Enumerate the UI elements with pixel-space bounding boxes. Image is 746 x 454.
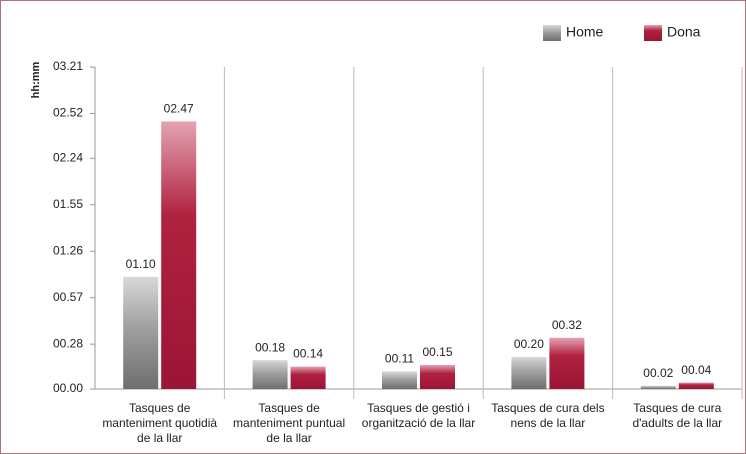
x-tick-label: Tasques de [258, 401, 320, 415]
y-tick-label: 03.21 [53, 59, 83, 73]
x-tick-label: d'adults de la llar [632, 416, 722, 430]
bar [549, 337, 585, 389]
x-tick-label: de la llar [137, 431, 182, 445]
y-tick-label: 02.24 [53, 150, 83, 164]
legend-label: Home [566, 24, 604, 40]
bar [382, 371, 417, 389]
legend-swatch [644, 25, 662, 41]
bar [640, 385, 676, 389]
x-tick-label: manteniment quotidià [102, 416, 217, 430]
y-tick-label: 00.57 [53, 290, 83, 304]
bar [290, 366, 326, 389]
value-label: 00.04 [681, 363, 711, 377]
value-label: 00.15 [422, 345, 452, 359]
bar [511, 356, 547, 389]
y-tick-label: 01.26 [53, 243, 83, 257]
value-label: 00.11 [385, 352, 414, 366]
value-label: 01.10 [126, 257, 156, 271]
value-label: 00.18 [255, 340, 285, 354]
x-tick-label: Tasques de cura dels [491, 401, 604, 415]
y-tick-label: 01.55 [53, 197, 83, 211]
y-axis-label: hh:mm [30, 61, 42, 98]
x-tick-label: organització de la llar [362, 416, 475, 430]
x-tick-label: manteniment puntual [233, 416, 345, 430]
x-tick-label: de la llar [266, 431, 311, 445]
value-label: 02.47 [164, 102, 194, 116]
legend-label: Dona [667, 24, 701, 40]
x-tick-label: nens de la llar [511, 416, 586, 430]
y-tick-label: 00.00 [53, 381, 83, 395]
y-tick-label: 00.28 [53, 336, 83, 350]
x-tick-label: Tasques de [129, 401, 191, 415]
x-tick-label: Tasques de gestió i [367, 401, 470, 415]
bar [123, 276, 159, 389]
value-label: 00.02 [643, 366, 673, 380]
legend-swatch [543, 25, 561, 41]
value-label: 00.20 [514, 337, 544, 351]
value-label: 00.14 [293, 347, 323, 361]
bar [161, 121, 197, 390]
value-label: 00.32 [552, 318, 582, 332]
y-tick-label: 02.52 [53, 106, 83, 120]
x-tick-label: Tasques de cura [633, 401, 721, 415]
bar [420, 364, 455, 389]
bar [678, 382, 714, 389]
bar [252, 360, 288, 389]
